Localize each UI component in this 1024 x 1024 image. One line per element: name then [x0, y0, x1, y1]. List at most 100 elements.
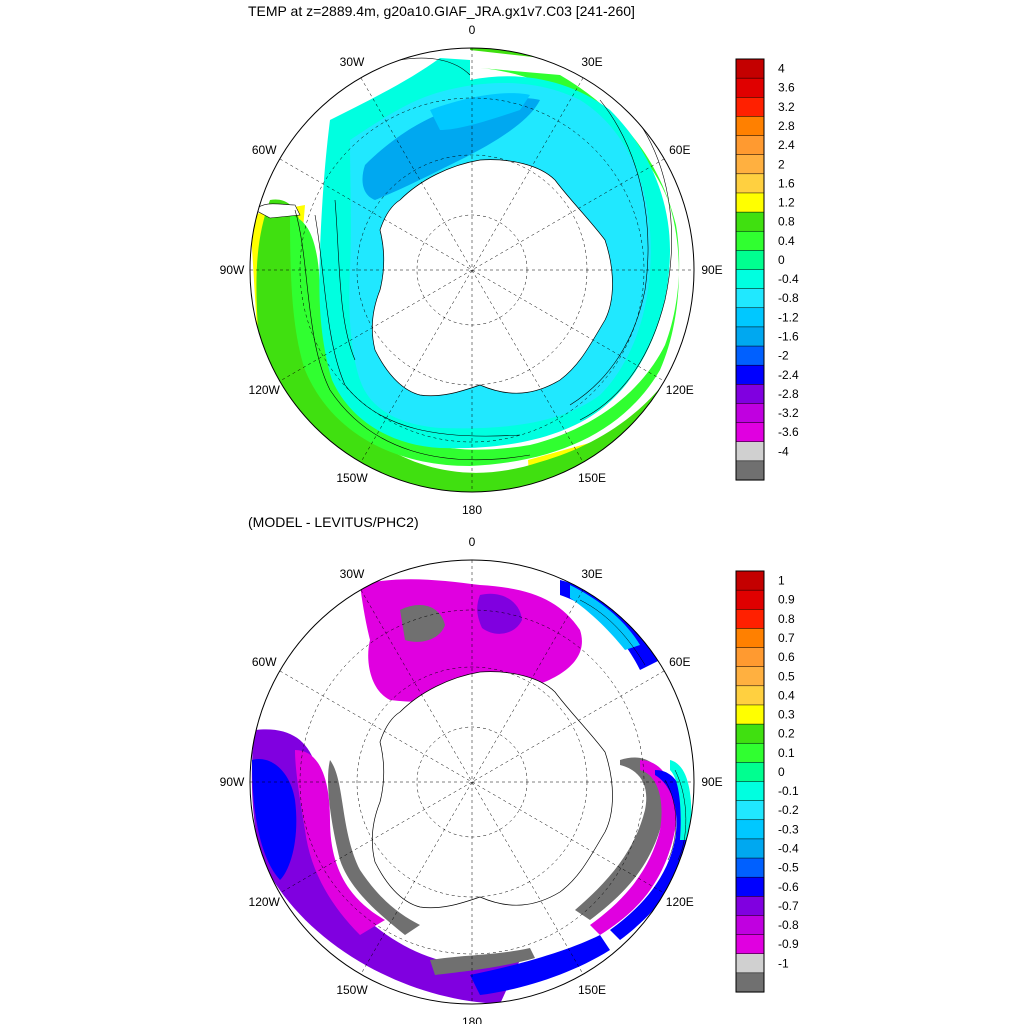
colorbar-tick-label: -2 [778, 349, 789, 363]
colorbar-tick-label: 3.2 [778, 100, 795, 114]
colorbar-tick-label: -2.8 [778, 387, 799, 401]
longitude-label: 60W [252, 655, 277, 669]
longitude-label: 60W [252, 143, 277, 157]
colorbar-swatch [735, 345, 765, 366]
colorbar-tick-label: 1.6 [778, 176, 795, 190]
colorbar-swatch [735, 403, 765, 424]
longitude-label: 60E [669, 655, 690, 669]
longitude-label: 150E [578, 471, 606, 485]
colorbar-tick-label: -2.4 [778, 368, 799, 382]
colorbar-swatch [735, 326, 765, 347]
colorbar-swatch [735, 762, 765, 783]
colorbar-swatch [735, 685, 765, 706]
longitude-labels-bottom: 0 30E 60E 90E 120E 150E 180 150W 120W 90W 60W 30W [220, 535, 723, 1024]
longitude-label: 30E [581, 55, 602, 69]
colorbar-tick-label: 2.8 [778, 119, 795, 133]
blue-pool-east [430, 93, 530, 130]
colorbar-swatch [735, 819, 765, 840]
colorbar-tick-label: -4 [778, 444, 789, 458]
colorbar-tick-label: -0.8 [778, 918, 799, 932]
grey-patch-north [400, 605, 445, 642]
colorbar-tick-label: -0.6 [778, 880, 799, 894]
colorbar-tick-label: 0 [778, 253, 785, 267]
colorbar-swatch [735, 192, 765, 213]
colorbar-swatch [735, 915, 765, 936]
colorbar-tick-label: 0.4 [778, 234, 795, 248]
colorbar-tick-label: -1.6 [778, 330, 799, 344]
colorbar-swatch [735, 704, 765, 725]
longitude-label: 180 [462, 503, 482, 517]
colorbar-swatch [735, 953, 765, 974]
colorbar-tick-label: -0.7 [778, 899, 799, 913]
colorbar-tick-label: 4 [778, 62, 785, 76]
colorbar-swatch [735, 288, 765, 309]
colorbar-tick-label: -0.5 [778, 861, 799, 875]
purple-patch-north [477, 593, 522, 634]
colorbar-swatch [735, 97, 765, 117]
grey-band-west [328, 760, 420, 935]
colorbar-tick-label: -0.3 [778, 822, 799, 836]
colorbar-tick-label: -3.6 [778, 425, 799, 439]
blue-region-west [252, 759, 297, 880]
colorbar-swatch [735, 838, 765, 859]
antarctica-bottom [371, 671, 613, 909]
colorbar-swatch [735, 441, 765, 462]
colorbar-swatch [735, 116, 765, 137]
antarctica [371, 159, 613, 397]
colorbar-swatch [735, 934, 765, 955]
colorbar-bottom: 1 0.9 0.8 0.7 0.6 0.5 0.4 0.3 0.2 0.1 0 -0.1 -0.2 -0.… [735, 570, 799, 993]
temperature-map [249, 47, 695, 493]
colorbar-tick-label: 0.8 [778, 612, 795, 626]
colorbar-tick-label: -0.8 [778, 291, 799, 305]
colorbar-tick-label: -1.2 [778, 310, 799, 324]
blue-band-east [610, 770, 689, 940]
colorbar-swatch [735, 723, 765, 744]
colorbar-swatch [735, 589, 765, 610]
colorbar-tick-label: 0.5 [778, 669, 795, 683]
longitude-label: 30W [340, 567, 365, 581]
chart-title-temp: TEMP at z=2889.4m, g20a10.GIAF_JRA.gx1v7… [248, 3, 635, 19]
colorbar-swatch [735, 77, 765, 98]
colorbar-swatch [735, 972, 765, 993]
colorbar-swatch [735, 896, 765, 917]
longitude-label: 120E [666, 383, 694, 397]
colorbar-swatch [735, 269, 765, 290]
longitude-label: 0 [469, 23, 476, 37]
longitude-label: 30W [340, 55, 365, 69]
colorbar-tick-label: 0.7 [778, 631, 795, 645]
colorbar-swatch [735, 58, 765, 79]
colorbar-swatch [735, 154, 765, 175]
colorbar-tick-label: 0 [778, 765, 785, 779]
colorbar-tick-label: 0.4 [778, 688, 795, 702]
longitude-label: 90W [220, 775, 245, 789]
colorbar-swatch [735, 135, 765, 156]
colorbar-swatch [735, 364, 765, 385]
longitude-label: 150W [336, 471, 368, 485]
longitude-label: 150E [578, 983, 606, 997]
longitude-label: 30E [581, 567, 602, 581]
difference-map [249, 559, 695, 1005]
magenta-band-west [295, 750, 385, 935]
chart-title-difference: (MODEL - LEVITUS/PHC2) [248, 514, 419, 530]
colorbar-tick-label: 0.9 [778, 593, 795, 607]
colorbar-tick-label: -0.4 [778, 272, 799, 286]
longitude-label: 90E [701, 775, 722, 789]
colorbar-swatch [735, 876, 765, 897]
colorbar-tick-label: -0.2 [778, 803, 799, 817]
colorbar-tick-label: -3.2 [778, 406, 799, 420]
colorbar-swatch [735, 230, 765, 251]
colorbar-tick-label: 0.1 [778, 746, 795, 760]
colorbar-tick-label: 0.8 [778, 215, 795, 229]
blue-pool [362, 98, 540, 200]
longitude-label: 120W [249, 895, 281, 909]
colorbar-tick-label: -1 [778, 956, 789, 970]
longitude-label: 150W [336, 983, 368, 997]
colorbar-tick-label: -0.1 [778, 784, 799, 798]
colorbar-swatch [735, 307, 765, 328]
colorbar-swatch [735, 211, 765, 232]
colorbar-swatch [735, 628, 765, 649]
longitude-labels-top: 0 30E 60E 90E 120E 150E 180 150W 120W 90W 60W 30W [220, 23, 723, 517]
colorbar-tick-label: 0.6 [778, 650, 795, 664]
colorbar-tick-label: 1 [778, 574, 785, 588]
